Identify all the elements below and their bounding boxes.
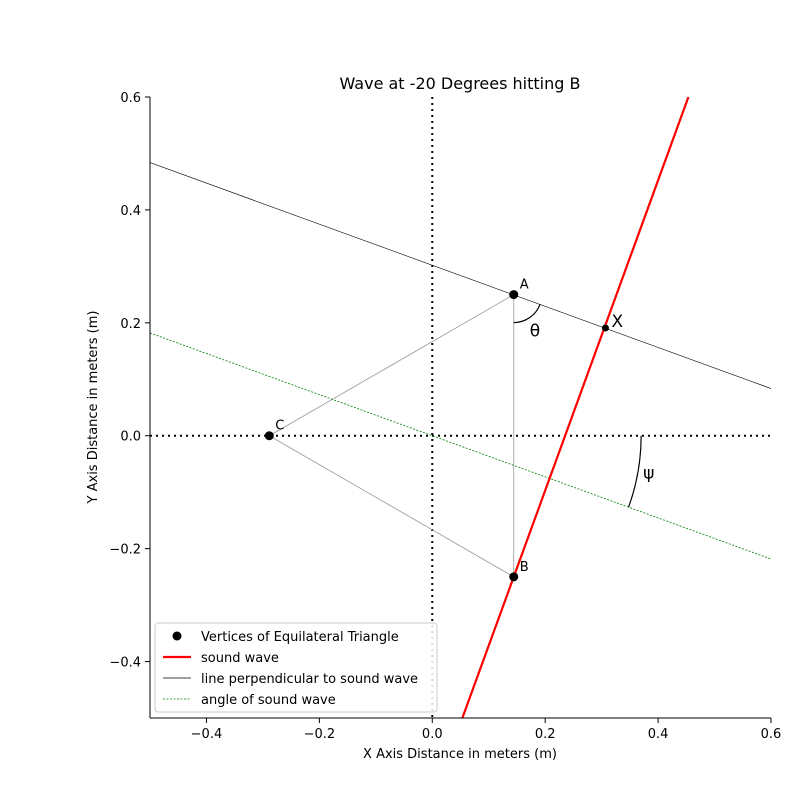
x-tick-label: 0.0 [422,727,443,742]
vertex-b [509,572,519,582]
x-tick-label: −0.4 [191,727,223,742]
y-axis-label: Y Axis Distance in meters (m) [86,311,101,505]
psi-arc [627,435,642,508]
y-tick-label: 0.2 [120,317,141,332]
legend-marker-vertices [172,631,182,641]
y-tick-label: 0.4 [120,204,141,219]
vertex-c [264,431,274,441]
x-tick-label: 0.6 [761,727,782,742]
theta-label: θ [530,322,540,342]
y-tick-label: 0.0 [120,430,141,445]
triangle-edge-BC [269,435,514,578]
vertex-label-a: A [520,278,529,293]
y-ticks: −0.4 −0.2 0.0 0.2 0.4 0.6 [109,91,150,671]
theta-arc [513,303,541,324]
point-x-marker [601,324,609,332]
x-tick-label: 0.4 [648,727,669,742]
perpendicular-line [150,162,771,389]
y-tick-label: 0.6 [120,91,141,106]
sound-wave-line [461,97,690,718]
vertex-a [509,290,519,300]
legend-label: line perpendicular to sound wave [201,672,418,687]
x-ticks: −0.4 −0.2 0.0 0.2 0.4 0.6 [191,718,782,742]
legend-label: sound wave [201,651,279,666]
legend-label: angle of sound wave [201,693,336,708]
angle-of-sound-wave-line [150,332,771,560]
x-tick-label: 0.2 [535,727,556,742]
legend-label: Vertices of Equilateral Triangle [201,630,399,645]
plot-area: θ ψ A B C X [150,97,771,718]
legend: Vertices of Equilateral Triangle sound wa… [154,622,438,713]
vertex-label-c: C [275,419,284,434]
point-x-label: X [611,312,623,332]
chart-title: Wave at -20 Degrees hitting B [340,74,581,93]
psi-label: ψ [643,464,654,484]
legend-box [154,622,438,713]
x-tick-label: −0.2 [304,727,336,742]
triangle-edge-CA [269,294,514,437]
vertex-label-b: B [520,560,529,575]
x-axis-label: X Axis Distance in meters (m) [363,747,557,762]
y-tick-label: −0.4 [109,656,141,671]
plot-clip-group [150,97,771,718]
y-tick-label: −0.2 [109,543,141,558]
